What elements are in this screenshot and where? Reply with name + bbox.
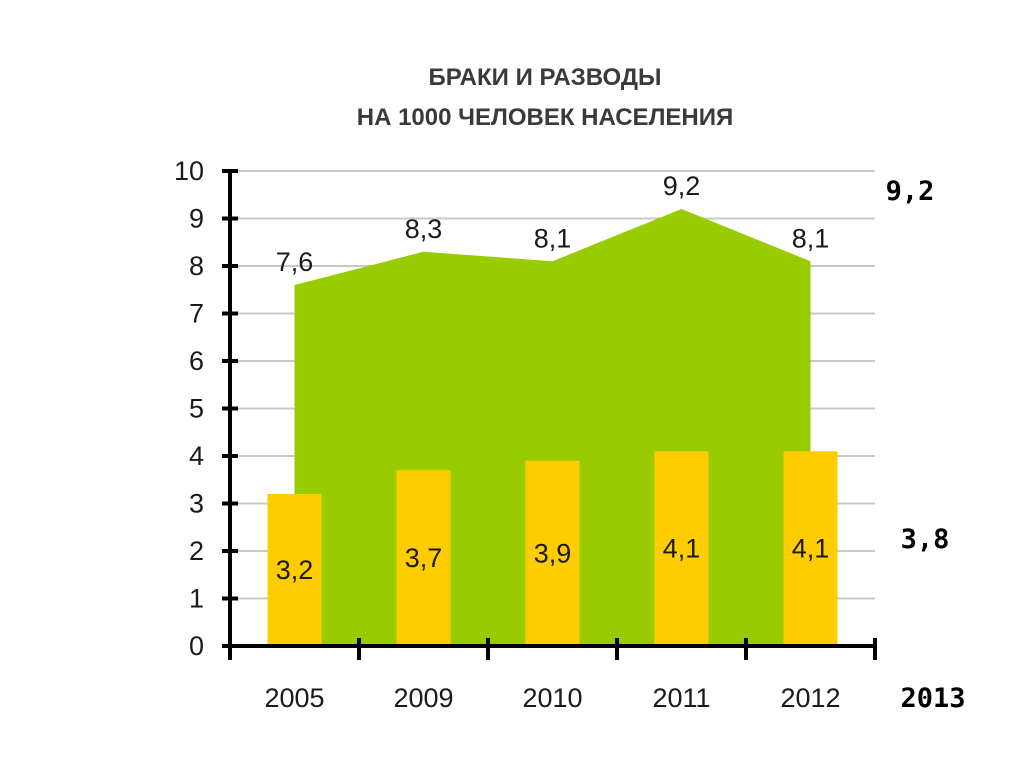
y-tick-label: 4 (189, 441, 204, 471)
y-tick-label: 2 (189, 536, 204, 566)
data-labels: 7,6 8,3 8,1 9,2 8,1 3,2 3,7 3,9 4,1 4,1 (276, 171, 830, 585)
divorce-bar (654, 451, 709, 646)
chart-title-line-2: НА 1000 ЧЕЛОВЕК НАСЕЛЕНИЯ (357, 104, 734, 131)
x-tick-label: 2011 (652, 683, 710, 713)
x-tick-label: 2010 (522, 683, 582, 713)
y-tick-label: 0 (189, 631, 204, 661)
extra-bar-value-label: 3,8 (901, 524, 950, 555)
marriages-data-label: 8,1 (792, 223, 830, 253)
y-tick-label: 10 (174, 156, 204, 186)
divorce-bar (267, 494, 322, 646)
marriages-data-label: 7,6 (276, 247, 314, 277)
y-tick-label: 9 (189, 204, 204, 234)
extra-year-label: 2013 (900, 683, 965, 714)
marriages-data-label: 8,3 (405, 214, 443, 244)
divorce-bar (783, 451, 838, 646)
divorce-data-label: 4,1 (792, 534, 830, 564)
x-tick-label: 2012 (780, 683, 840, 713)
x-tick-label: 2005 (264, 683, 324, 713)
divorce-data-label: 3,2 (276, 555, 314, 585)
divorce-data-label: 3,7 (405, 543, 443, 573)
divorce-bar (396, 470, 451, 646)
y-tick-label: 1 (189, 584, 204, 614)
y-tick-label: 5 (189, 394, 204, 424)
y-tick-label: 6 (189, 346, 204, 376)
divorce-data-label: 4,1 (663, 534, 701, 564)
divorce-data-label: 3,9 (534, 538, 572, 568)
marriages-data-label: 9,2 (663, 171, 701, 201)
axes: 0 1 2 3 4 5 6 7 8 9 10 2005 2009 2010 2011 2012 (174, 156, 877, 713)
y-tick-label: 8 (189, 251, 204, 281)
divorces-bar-layer (267, 451, 838, 646)
y-tick-label: 7 (189, 299, 204, 329)
divorce-bar (525, 460, 580, 646)
y-tick-label: 3 (189, 489, 204, 519)
marriages-data-label: 8,1 (534, 223, 572, 253)
extra-area-value-label: 9,2 (886, 176, 935, 207)
chart-title-line-1: БРАКИ И РАЗВОДЫ (429, 64, 662, 91)
x-tick-label: 2009 (393, 683, 453, 713)
